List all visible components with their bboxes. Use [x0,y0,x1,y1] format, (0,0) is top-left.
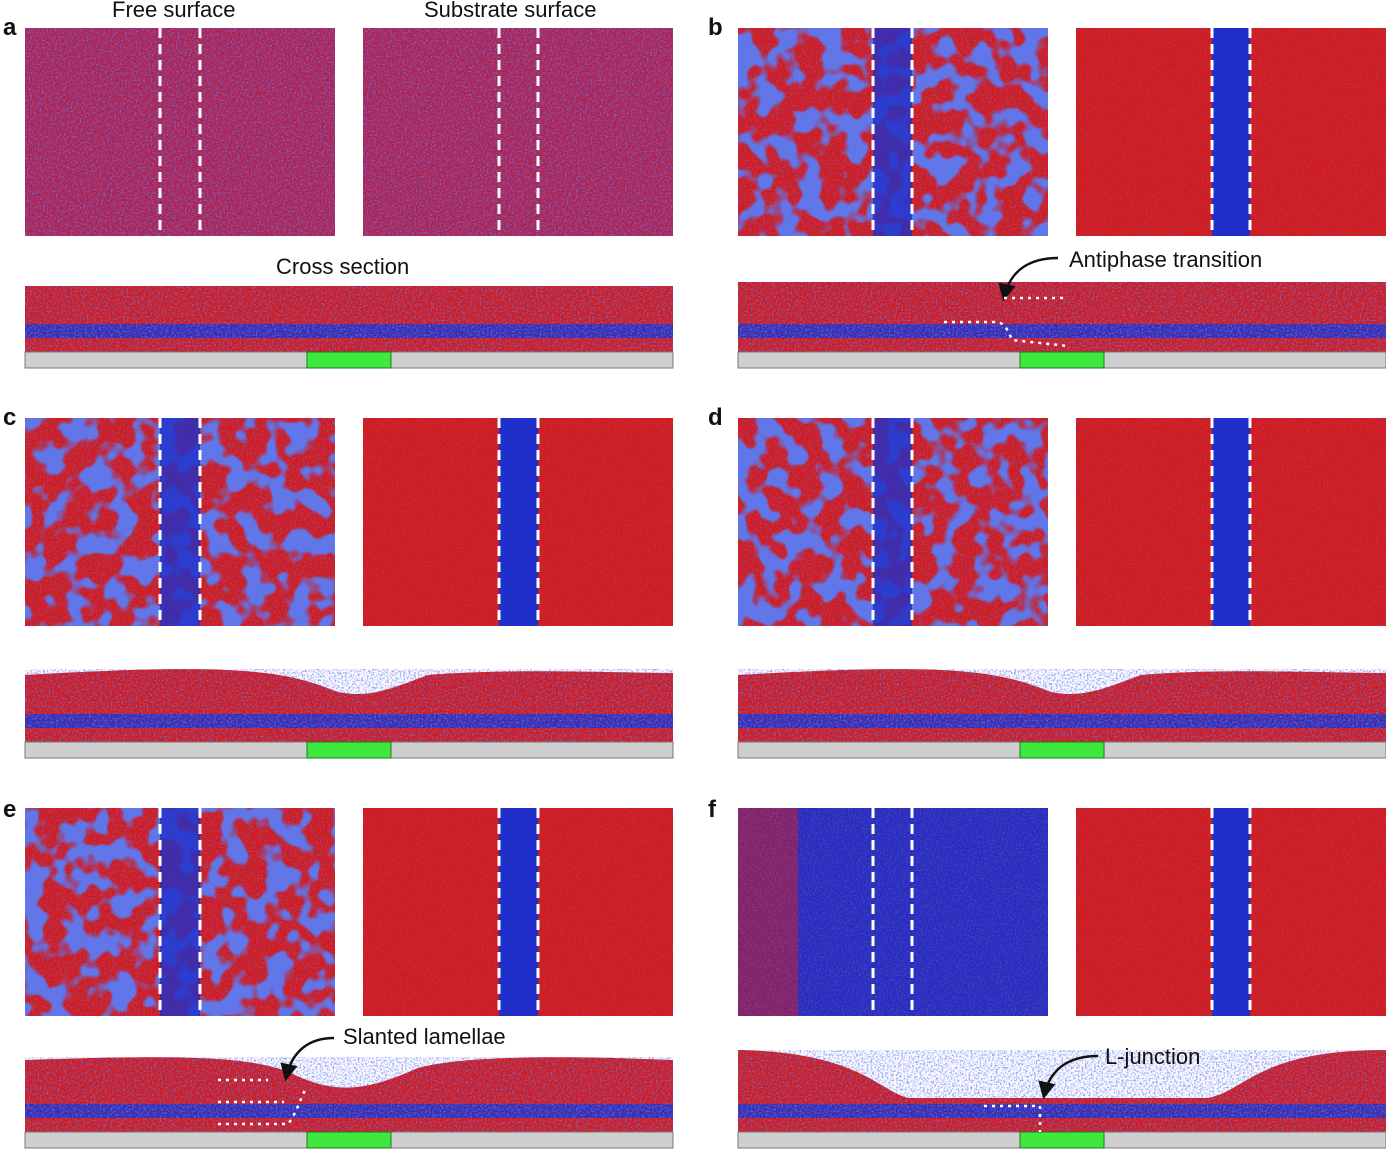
film-noise [738,1050,1386,1132]
cross-section-4 [24,1057,674,1149]
panel-letter-f: f [708,796,716,823]
film-noise [25,286,673,352]
panel-letter-b: b [708,14,723,41]
image-band [873,28,912,236]
panel-letter-d: d [708,404,723,431]
cross-section-2 [24,669,674,759]
substrate-stripe [306,1131,392,1149]
panel-letter-a: a [3,14,17,41]
image-band [160,418,200,626]
surface-image-3 [1076,28,1386,236]
image-band [1212,808,1250,1016]
l-junction-label: L-junction [1105,1044,1201,1069]
image-noise [738,808,1048,1016]
cross-section-5 [737,1050,1386,1149]
panel-letter-c: c [3,404,17,431]
antiphase-trace [944,296,1069,348]
cross-section-3 [737,669,1386,759]
film-noise [738,669,1386,742]
film-noise [25,1057,673,1132]
image-noise [363,28,673,236]
substrate-stripe [1019,1131,1105,1149]
substrate-surface-title: Substrate surface [424,0,597,22]
film-noise [738,282,1386,352]
cross-section-label: Cross section [276,254,410,279]
substrate-stripe [1019,351,1105,369]
image-band [499,418,538,626]
free-surface-title: Free surface [112,0,236,22]
substrate-stripe [1019,741,1105,759]
substrate-stripe [306,741,392,759]
image-band [873,418,912,626]
image-band [160,808,200,1016]
surface-image-7 [1076,418,1386,626]
slanted-arrow [280,1036,335,1082]
ljunction-trace [984,1104,1042,1132]
image-noise [25,28,335,236]
image-band [1212,418,1250,626]
antiphase-arrow [998,256,1059,302]
surface-image-6 [738,418,1048,626]
surface-image-5 [363,418,673,626]
image-band [1212,28,1250,236]
surface-image-2 [738,28,1048,236]
image-band [499,808,538,1016]
substrate-stripe [306,351,392,369]
film-noise [25,669,673,742]
panels-layer [24,28,1386,1149]
slanted-lamellae-label: Slanted lamellae [343,1024,506,1049]
surface-image-4 [25,418,335,626]
cross-section-1 [737,282,1386,369]
surface-image-9 [363,808,673,1016]
surface-image-1 [363,28,673,236]
cross-section-0 [24,286,674,369]
surface-image-10 [738,808,1048,1016]
ljunction-arrow [1038,1054,1099,1100]
antiphase-transition-label: Antiphase transition [1069,247,1263,272]
panel-letter-e: e [3,796,17,823]
surface-image-8 [25,808,335,1016]
slanted-trace [218,1078,307,1126]
surface-image-0 [25,28,335,236]
surface-image-11 [1076,808,1386,1016]
